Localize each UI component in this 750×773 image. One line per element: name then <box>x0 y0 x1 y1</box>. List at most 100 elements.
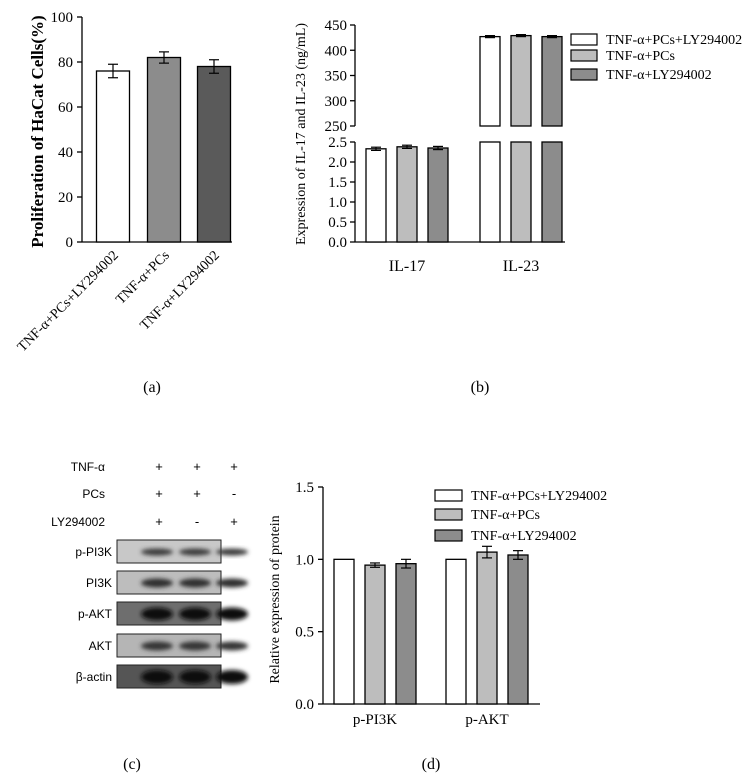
y-tick-label: 450 <box>325 18 348 34</box>
protein-band <box>141 670 173 684</box>
protein-band <box>141 548 173 556</box>
protein-band <box>141 578 173 588</box>
x-tick-label: p-AKT <box>465 712 508 728</box>
error-bar <box>433 145 443 151</box>
legend-swatch <box>570 49 598 62</box>
protein-band <box>216 548 248 556</box>
bar <box>396 146 418 243</box>
protein-band <box>179 670 211 684</box>
x-tick-label: IL-23 <box>503 258 539 275</box>
y-tick-label: 0.0 <box>295 697 314 713</box>
protein-band <box>179 641 211 651</box>
condition-mark: - <box>232 486 236 501</box>
chart-d: 0.0 0.5 1.0 1.5 Relative expression of prote… <box>268 480 607 773</box>
protein-band <box>216 607 248 621</box>
x-tick-label: IL-17 <box>389 258 425 275</box>
legend-swatch <box>434 489 463 502</box>
y-tick-label: 300 <box>325 94 348 110</box>
bar-lower <box>541 141 563 243</box>
y-tick-label: 0 <box>66 235 74 251</box>
y-tick-label: 250 <box>325 119 348 135</box>
bar <box>445 558 467 705</box>
chart-b: 250 300 350 400 450 0.0 0.5 1.0 1.5 2.0 2.5 Express… <box>294 18 742 396</box>
band-label: p-PI3K <box>75 545 112 559</box>
error-bar <box>401 558 411 569</box>
y-tick-label: 2.0 <box>328 155 347 171</box>
legend-label: TNF-α+PCs <box>606 49 675 64</box>
y-axis-label: Relative expression of protein <box>268 515 283 683</box>
band-label: AKT <box>89 639 113 653</box>
band-label: PI3K <box>86 576 112 590</box>
condition-mark: + <box>230 514 238 529</box>
bar-upper <box>479 35 501 127</box>
y-tick-label: 0.5 <box>328 215 347 231</box>
x-tick-label: TNF-α+PCs+LY294002 <box>15 248 122 355</box>
condition-mark: + <box>155 459 163 474</box>
bar <box>365 148 387 243</box>
y-tick-label: 2.5 <box>328 135 347 151</box>
condition-mark: - <box>195 514 199 529</box>
bar-lower <box>479 141 501 243</box>
band-label: β-actin <box>76 670 112 684</box>
bar <box>427 147 449 243</box>
y-tick-label: 0.5 <box>295 625 314 641</box>
y-tick-label: 400 <box>325 43 348 59</box>
y-axis-label: Proliferation of HaCat Cells(%) <box>28 15 47 247</box>
y-tick-label: 1.5 <box>295 480 314 496</box>
error-bar <box>547 35 557 39</box>
bar <box>333 558 355 705</box>
error-bar <box>370 562 380 568</box>
protein-band <box>216 641 248 651</box>
legend-swatch <box>434 529 463 542</box>
bar <box>364 564 386 705</box>
protein-band <box>179 578 211 588</box>
condition-label: PCs <box>82 487 105 501</box>
y-tick-label: 1.5 <box>328 175 347 191</box>
panel-label-c: (c) <box>123 756 141 773</box>
legend-label: TNF-α+PCs <box>471 508 540 523</box>
bar <box>395 563 417 705</box>
error-bar <box>159 51 169 64</box>
bar-lower <box>510 141 532 243</box>
y-tick-label: 350 <box>325 69 348 85</box>
error-bar <box>108 63 118 79</box>
y-tick-label: 1.0 <box>328 195 347 211</box>
condition-mark: + <box>155 486 163 501</box>
bar-upper <box>510 34 532 127</box>
protein-band <box>216 670 248 684</box>
condition-mark: + <box>193 459 201 474</box>
bar <box>146 56 182 243</box>
x-tick-label: p-PI3K <box>353 712 397 728</box>
protein-band <box>179 607 211 621</box>
error-bar <box>402 144 412 149</box>
y-tick-label: 0.0 <box>328 235 347 251</box>
y-tick-label: 100 <box>51 10 74 26</box>
band-label: p-AKT <box>78 607 113 621</box>
bar <box>476 551 498 705</box>
legend-label: TNF-α+PCs+LY294002 <box>471 489 607 504</box>
bar <box>507 554 529 705</box>
error-bar <box>209 59 219 74</box>
condition-mark: + <box>230 459 238 474</box>
panel-label-a: (a) <box>143 379 161 396</box>
error-bar <box>371 146 381 151</box>
legend-label: TNF-α+PCs+LY294002 <box>606 33 742 48</box>
panel-label-d: (d) <box>422 756 441 773</box>
condition-mark: + <box>193 486 201 501</box>
axis-break-gap <box>470 129 570 139</box>
western-blot-panel: TNF-α + + + PCs + + - LY294002 + - + p-PI3K PI3K p-AKT… <box>51 459 248 773</box>
error-bar <box>513 550 523 560</box>
protein-band <box>141 641 173 651</box>
y-tick-label: 1.0 <box>295 552 314 568</box>
protein-band <box>216 578 248 588</box>
y-tick-label: 60 <box>58 100 73 116</box>
panel-label-b: (b) <box>471 379 490 396</box>
y-tick-label: 20 <box>58 190 73 206</box>
bar <box>196 65 232 243</box>
legend-swatch <box>570 33 598 46</box>
legend-label: TNF-α+LY294002 <box>471 529 577 544</box>
condition-label: LY294002 <box>51 515 105 529</box>
y-axis-label: Expression of IL-17 and IL-23 (ng/mL) <box>294 23 309 245</box>
